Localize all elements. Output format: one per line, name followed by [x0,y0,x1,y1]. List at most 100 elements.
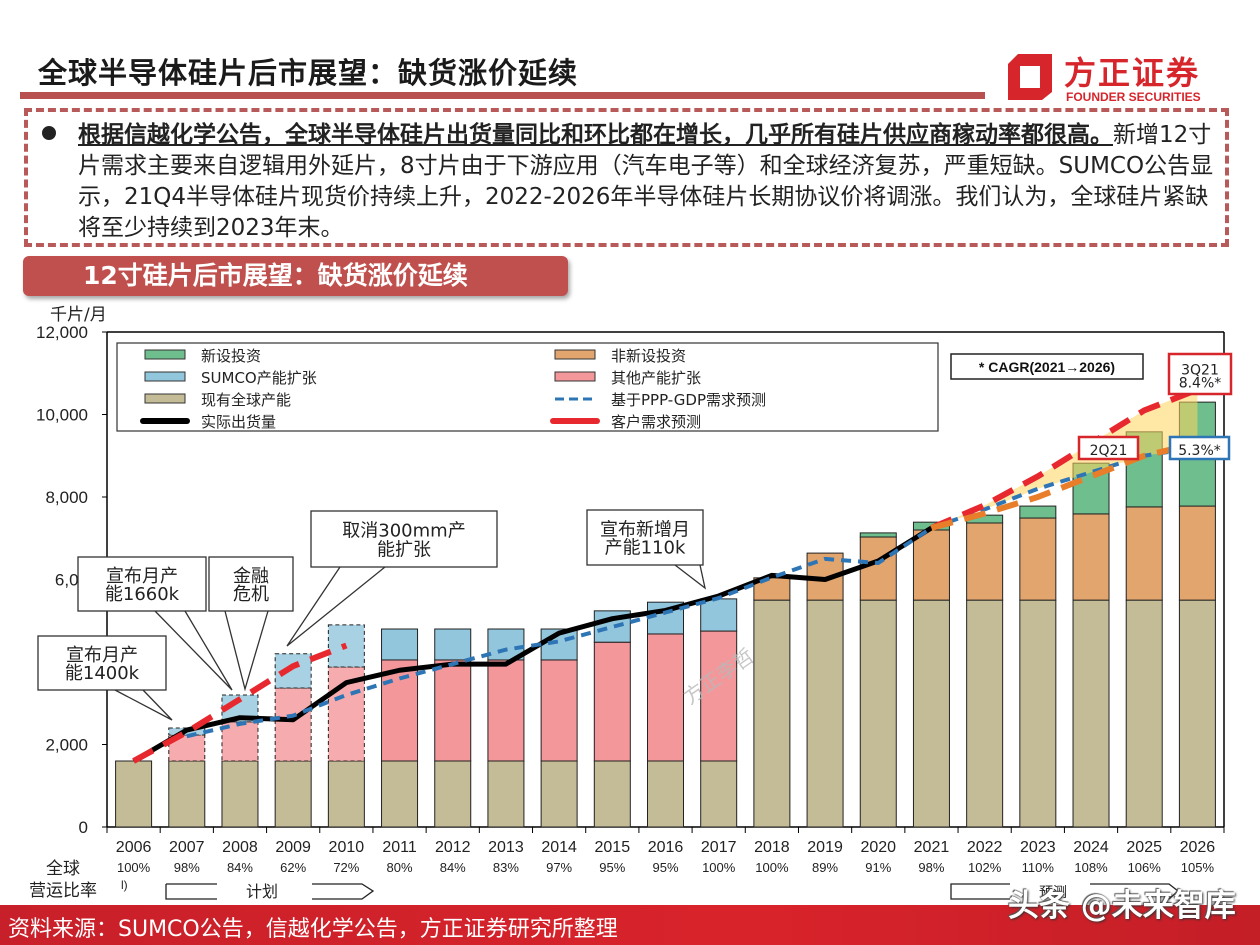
legend-label: 实际出货量 [201,413,276,431]
bar-segment [859,599,897,828]
bar-segment [647,633,684,762]
y-tick-label: 2,000 [45,736,88,755]
legend-box [116,342,939,432]
utilization-value: 84% [227,860,253,875]
utilization-value: 95% [599,860,625,875]
forecast-arrow-right [1090,883,1180,900]
utilization-value: 100% [702,860,736,875]
y-tick-label: 10,000 [36,406,88,425]
legend-swatch [144,393,186,404]
x-tick-label: 2019 [807,839,843,856]
callout-110k-text: 宣布新增月 [600,519,690,540]
cagr-ppp-label-box [1168,435,1231,461]
bar-segment [1178,599,1216,828]
cagr-2q21-label-box [1077,435,1140,461]
forecast-label: 预测 [1039,884,1067,900]
bar-segment [966,599,1004,828]
chart: 02,0006,008,00010,00012,0002006100%20079… [29,323,1233,901]
cagr-note: * CAGR(2021→2026) [950,353,1144,380]
cagr-note-text: * CAGR(2021→2026) [979,359,1115,375]
utilization-value: 80% [387,860,413,875]
bar-segment [221,760,259,828]
utilization-note: l) [121,878,128,892]
bar-segment [434,628,472,661]
source-footer: 资料来源：SUMCO公告，信越化学公告，方正证券研究所整理 [0,905,1260,945]
x-tick-label: 2023 [1020,839,1056,856]
cagr-3q21-label-text: 3Q21 [1181,362,1219,378]
x-tick-label: 2009 [275,839,311,856]
x-tick-label: 2011 [382,839,417,856]
utilization-value: 105% [1181,860,1215,875]
legend-label: 其他产能扩张 [611,369,701,387]
utilization-value: 100% [117,860,151,875]
x-tick-label: 2021 [914,839,950,856]
bar-segment [593,641,631,762]
callout-cancel-300mm-text: 能扩张 [377,539,431,560]
legend-label: SUMCO产能扩张 [201,369,317,387]
bar-segment [168,760,206,828]
bar-segment [912,529,950,601]
summary-body: 新增12寸片需求主要来自逻辑用外延片，8寸片由于下游应用（汽车电子等）和全球经济… [78,122,1214,241]
utilization-value: 106% [1128,860,1162,875]
callout-financial-crisis-box [208,556,294,612]
bar-segment [593,760,631,828]
watermark: 头条 @未来智库 [1008,888,1236,924]
x-tick-label: 2006 [116,839,152,856]
page-title: 全球半导体硅片后市展望：缺货涨价延续 [38,56,579,90]
title-underline [20,92,985,99]
callout-110k-box [586,509,704,566]
chart-subtitle: 12寸硅片后市展望：缺货涨价延续 [23,256,568,296]
summary-highlight: 根据信越化学公告，全球半导体硅片出货量同比和环比都在增长，几乎所有硅片供应商稼动… [78,122,1113,148]
y-axis-unit: 千片/月 [50,305,107,325]
legend-label: 基于PPP-GDP需求预测 [611,391,766,409]
cagr-3q21-label-text: 8.4%* [1179,376,1222,392]
cagr-ppp-label: 5.3%* [1168,435,1231,461]
utilization-value: 72% [333,860,359,875]
cagr-2q21-label-text: 2Q21 [1090,443,1128,459]
bar-segment [1019,517,1057,601]
bar-segment [381,760,419,828]
bar-segment [1019,599,1057,828]
bar-segment [434,760,472,828]
utilization-value: 89% [812,860,838,875]
y-tick-label: 0 [79,818,88,837]
legend-swatch [554,371,596,382]
callout-financial-crisis-pointer [224,610,269,692]
cagr-note-box [950,353,1144,380]
legend-label: 新设投资 [201,347,261,365]
summary-box: 根据信越化学公告，全球半导体硅片出货量同比和环比都在增长，几乎所有硅片供应商稼动… [24,108,1229,247]
bar-segment [487,659,525,762]
x-tick-label: 2016 [648,839,684,856]
callout-1400k-pointer [114,689,173,721]
bar-segment [274,760,312,828]
bar-segment [647,760,684,828]
x-tick-label: 2015 [595,839,631,856]
bar-segment [1125,506,1163,601]
callout-1660k-text: 宣布月产 [106,566,178,587]
bullet-icon [42,126,56,140]
bar-segment [700,760,738,828]
x-tick-label: 2022 [967,839,1003,856]
bar-segment [753,599,791,828]
callout-financial-crisis-text: 危机 [233,584,269,605]
bar-segment [700,598,738,632]
y-tick-label: 12,000 [36,323,88,342]
x-tick-label: 2024 [1073,839,1109,856]
legend-swatch [144,349,186,360]
line-client-forecast-2q21 [930,440,1199,531]
utilization-label-line2: 营运比率 [29,881,97,900]
bar-segment [1125,599,1163,828]
utilization-value: 98% [174,860,200,875]
legend-swatch [144,371,186,382]
utilization-value: 84% [440,860,466,875]
callout-110k-text: 产能110k [605,538,686,559]
callout-1400k-box [37,635,167,691]
bar-segment [912,599,950,828]
callout-1660k-box [77,556,207,612]
x-tick-label: 2012 [435,839,471,856]
callout-1660k-pointer [154,610,233,691]
